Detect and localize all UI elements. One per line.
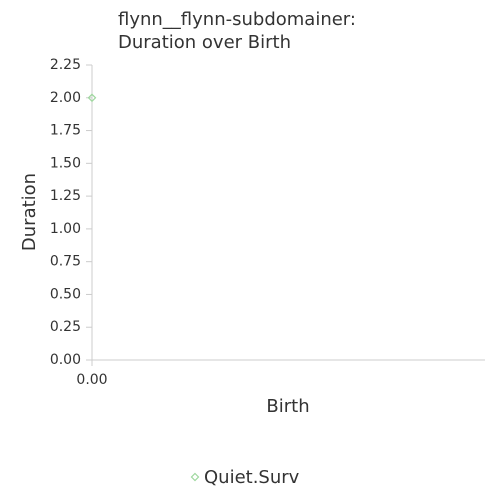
chart-title: Duration over Birth [118,32,291,53]
y-tick-label: 1.25 [50,188,81,204]
y-tick-label: 0.00 [50,352,81,368]
legend-marker [190,472,200,482]
x-axis-title: Birth [266,396,309,417]
x-tick-label: 0.00 [76,372,107,388]
chart-title: flynn__flynn-subdomainer: [118,9,356,30]
y-tick-label: 1.50 [50,155,81,171]
y-tick-label: 1.00 [50,221,81,237]
y-tick-label: 0.25 [50,319,81,335]
y-axis-title: Duration [19,173,40,251]
point [87,93,97,103]
y-tick-label: 1.75 [50,123,81,139]
y-tick-label: 2.00 [50,90,81,106]
y-tick-label: 0.50 [50,286,81,302]
y-tick-label: 0.75 [50,254,81,270]
legend-label: Quiet.Surv [204,467,300,488]
y-tick-label: 2.25 [50,57,81,73]
